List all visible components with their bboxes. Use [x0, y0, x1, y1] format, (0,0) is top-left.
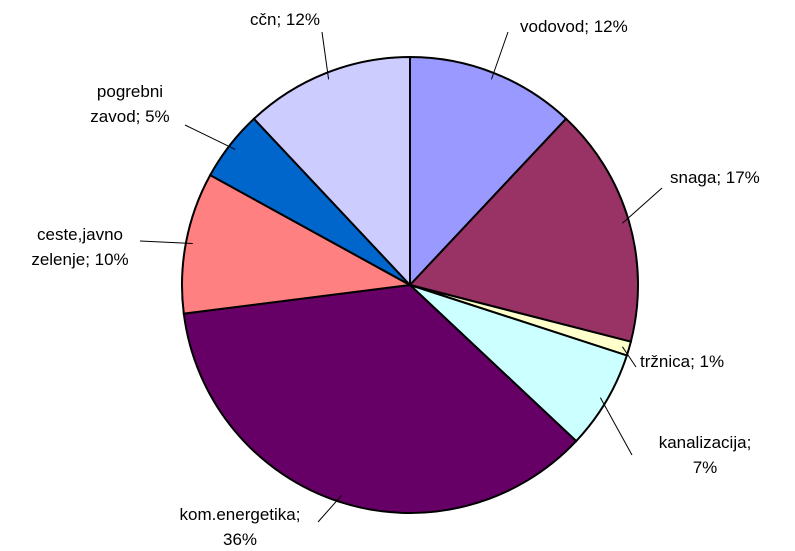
data-label: vodovod; 12% [520, 17, 628, 36]
data-label-line: zavod; 5% [90, 107, 169, 126]
data-label-line: tržnica; 1% [640, 352, 724, 371]
data-label-line: cčn; 12% [250, 10, 320, 29]
data-label-line: vodovod; 12% [520, 17, 628, 36]
data-label-line: zelenje; 10% [31, 250, 128, 269]
leader-line [622, 187, 663, 224]
pie-slice [182, 283, 578, 514]
pie-slice [181, 173, 414, 315]
data-label: pogrebni zavod; 5% [90, 82, 169, 126]
leader-line [599, 397, 633, 456]
data-label: kom.energetika; 36% [180, 505, 301, 549]
data-label-line: kom.energetika; [180, 505, 301, 524]
pie-slice [252, 55, 411, 288]
data-label-line: pogrebni [97, 82, 163, 101]
pie-slice [408, 117, 639, 343]
data-label-line: 36% [223, 530, 257, 549]
leader-line [490, 31, 509, 80]
data-label: snaga; 17% [670, 168, 760, 187]
data-label: ceste,javno zelenje; 10% [31, 225, 128, 269]
data-label: kanalizacija; 7% [659, 433, 752, 477]
leader-line [139, 240, 193, 245]
data-label-line: 7% [693, 458, 718, 477]
leader-line [621, 346, 637, 368]
data-label: cčn; 12% [250, 10, 320, 29]
data-label: tržnica; 1% [640, 352, 724, 371]
data-label-line: ceste,javno [37, 225, 123, 244]
leader-line [184, 124, 236, 150]
data-label-line: kanalizacija; [659, 433, 752, 452]
data-label-line: snaga; 17% [670, 168, 760, 187]
leader-line [321, 31, 330, 80]
leader-line [317, 495, 343, 523]
